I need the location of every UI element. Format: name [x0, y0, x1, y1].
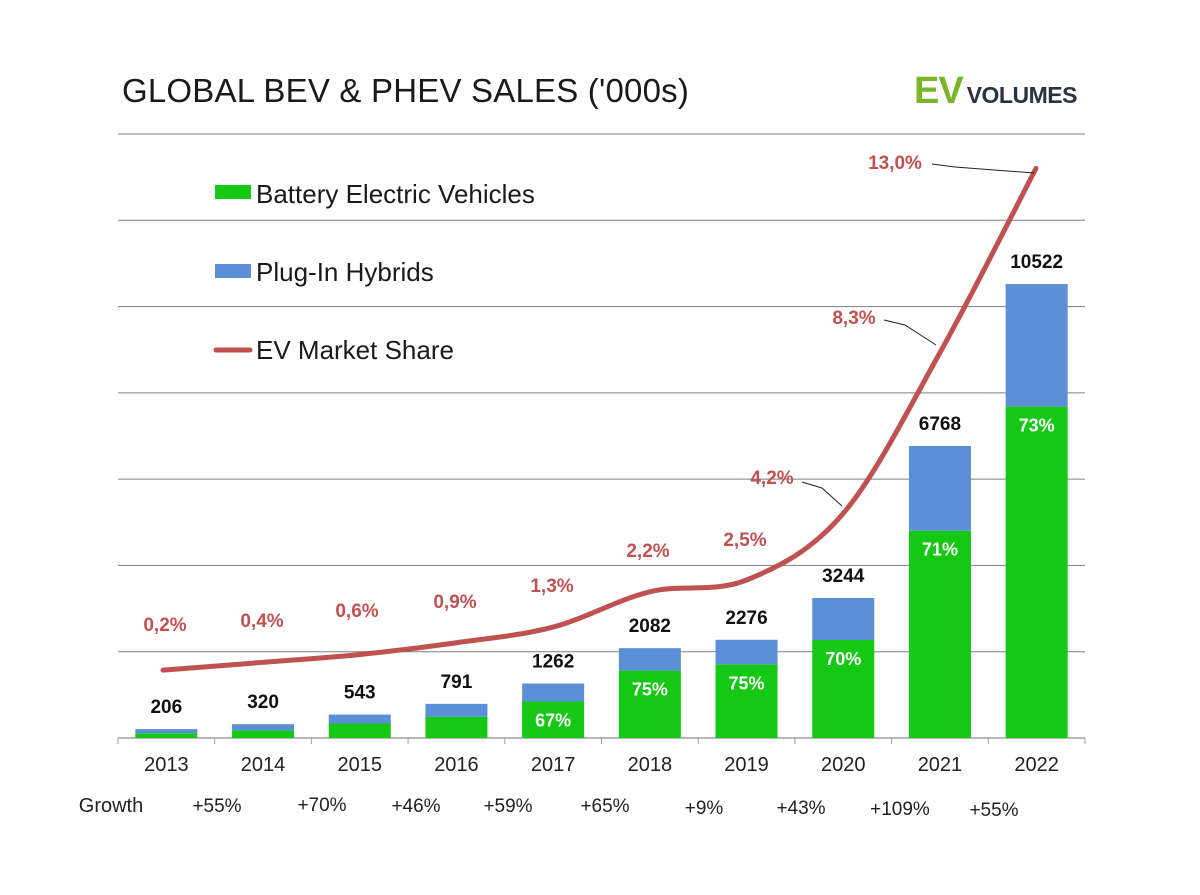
total-label: 791	[441, 672, 473, 693]
bar-bev	[1005, 406, 1068, 738]
bev-share-label: 75%	[729, 673, 765, 693]
share-label: 2,2%	[626, 541, 669, 562]
bev-share-label: 75%	[632, 680, 668, 700]
market-share-line-group	[160, 163, 1039, 673]
bev-share-label: 67%	[535, 711, 571, 731]
bar-phev	[425, 703, 488, 717]
bar-bev	[618, 670, 681, 738]
bev-share-label: 71%	[922, 540, 958, 560]
bev-share-label: 70%	[825, 649, 861, 669]
x-tick-label: 2019	[724, 754, 769, 776]
total-label: 1262	[532, 652, 574, 673]
bar-bev	[232, 730, 295, 738]
total-label: 2276	[725, 608, 767, 629]
bar-phev	[135, 729, 198, 734]
leader-line	[883, 319, 937, 346]
growth-value: +9%	[685, 798, 724, 819]
ev-volumes-logo: EV VOLUMES	[914, 70, 1077, 113]
logo-volumes-text: VOLUMES	[966, 82, 1078, 108]
share-label: 0,2%	[143, 615, 186, 636]
share-label: 8,3%	[832, 308, 875, 329]
share-label: 13,0%	[868, 153, 922, 174]
growth-value: +55%	[192, 796, 241, 817]
total-label: 206	[150, 697, 182, 718]
leader-line	[801, 481, 843, 507]
growth-value: +46%	[391, 796, 440, 817]
market-share-line	[160, 165, 1039, 673]
growth-label: Growth	[79, 795, 143, 817]
legend: Battery Electric Vehicles Plug-In Hybrids…	[213, 179, 535, 365]
bar-phev	[618, 648, 681, 671]
share-label: 1,3%	[530, 576, 573, 597]
share-label: 0,4%	[240, 611, 283, 632]
bar-bev	[522, 701, 585, 738]
legend-swatch-phev	[215, 264, 251, 278]
bars	[135, 284, 1068, 738]
bar-phev	[328, 714, 391, 724]
bar-phev	[908, 446, 971, 531]
x-tick-label: 2014	[241, 754, 286, 776]
share-label: 2,5%	[723, 530, 766, 551]
total-label: 6768	[919, 414, 961, 435]
growth-value: +43%	[776, 798, 825, 819]
share-label: 0,9%	[433, 592, 476, 613]
total-label: 3244	[822, 566, 865, 587]
legend-label-share: EV Market Share	[256, 335, 454, 365]
x-tick-label: 2022	[1014, 754, 1059, 776]
legend-label-bev: Battery Electric Vehicles	[256, 179, 535, 209]
growth-value: +59%	[483, 796, 532, 817]
leader-line	[931, 163, 1035, 174]
bar-phev	[232, 724, 295, 731]
bar-bev	[908, 530, 971, 738]
x-tick-label: 2015	[338, 754, 383, 776]
legend-swatch-bev	[215, 185, 251, 199]
x-tick-label: 2018	[628, 754, 673, 776]
bar-bev	[135, 733, 198, 738]
share-label: 4,2%	[750, 468, 793, 489]
growth-value: +70%	[297, 795, 346, 816]
bar-bev	[715, 664, 778, 738]
bar-phev	[1005, 284, 1068, 407]
bar-phev	[522, 683, 585, 702]
chart-title: GLOBAL BEV & PHEV SALES ('000s)	[122, 72, 690, 109]
bev-share-label: 73%	[1019, 416, 1055, 436]
bar-phev	[812, 598, 875, 641]
bar-phev	[715, 639, 778, 665]
growth-value: +55%	[969, 800, 1018, 821]
labels: 206 2013 320 2014 543 2015 791 2016 1262 67% 2017 2…	[79, 153, 1063, 821]
x-tick-label: 2016	[434, 754, 479, 776]
bar-bev	[812, 640, 875, 738]
logo-ev-text: EV	[914, 70, 964, 112]
total-label: 543	[344, 683, 376, 704]
total-label: 320	[247, 692, 279, 713]
bar-bev	[425, 716, 488, 738]
total-label: 2082	[629, 616, 671, 637]
x-tick-label: 2017	[531, 754, 576, 776]
share-label: 0,6%	[335, 601, 378, 622]
growth-value: +65%	[580, 796, 629, 817]
x-tick-label: 2020	[821, 754, 866, 776]
x-tick-label: 2013	[144, 754, 189, 776]
growth-value: +109%	[870, 799, 930, 820]
legend-label-phev: Plug-In Hybrids	[256, 257, 434, 287]
x-tick-label: 2021	[918, 754, 963, 776]
total-label: 10522	[1010, 252, 1063, 273]
bar-bev	[328, 723, 391, 738]
